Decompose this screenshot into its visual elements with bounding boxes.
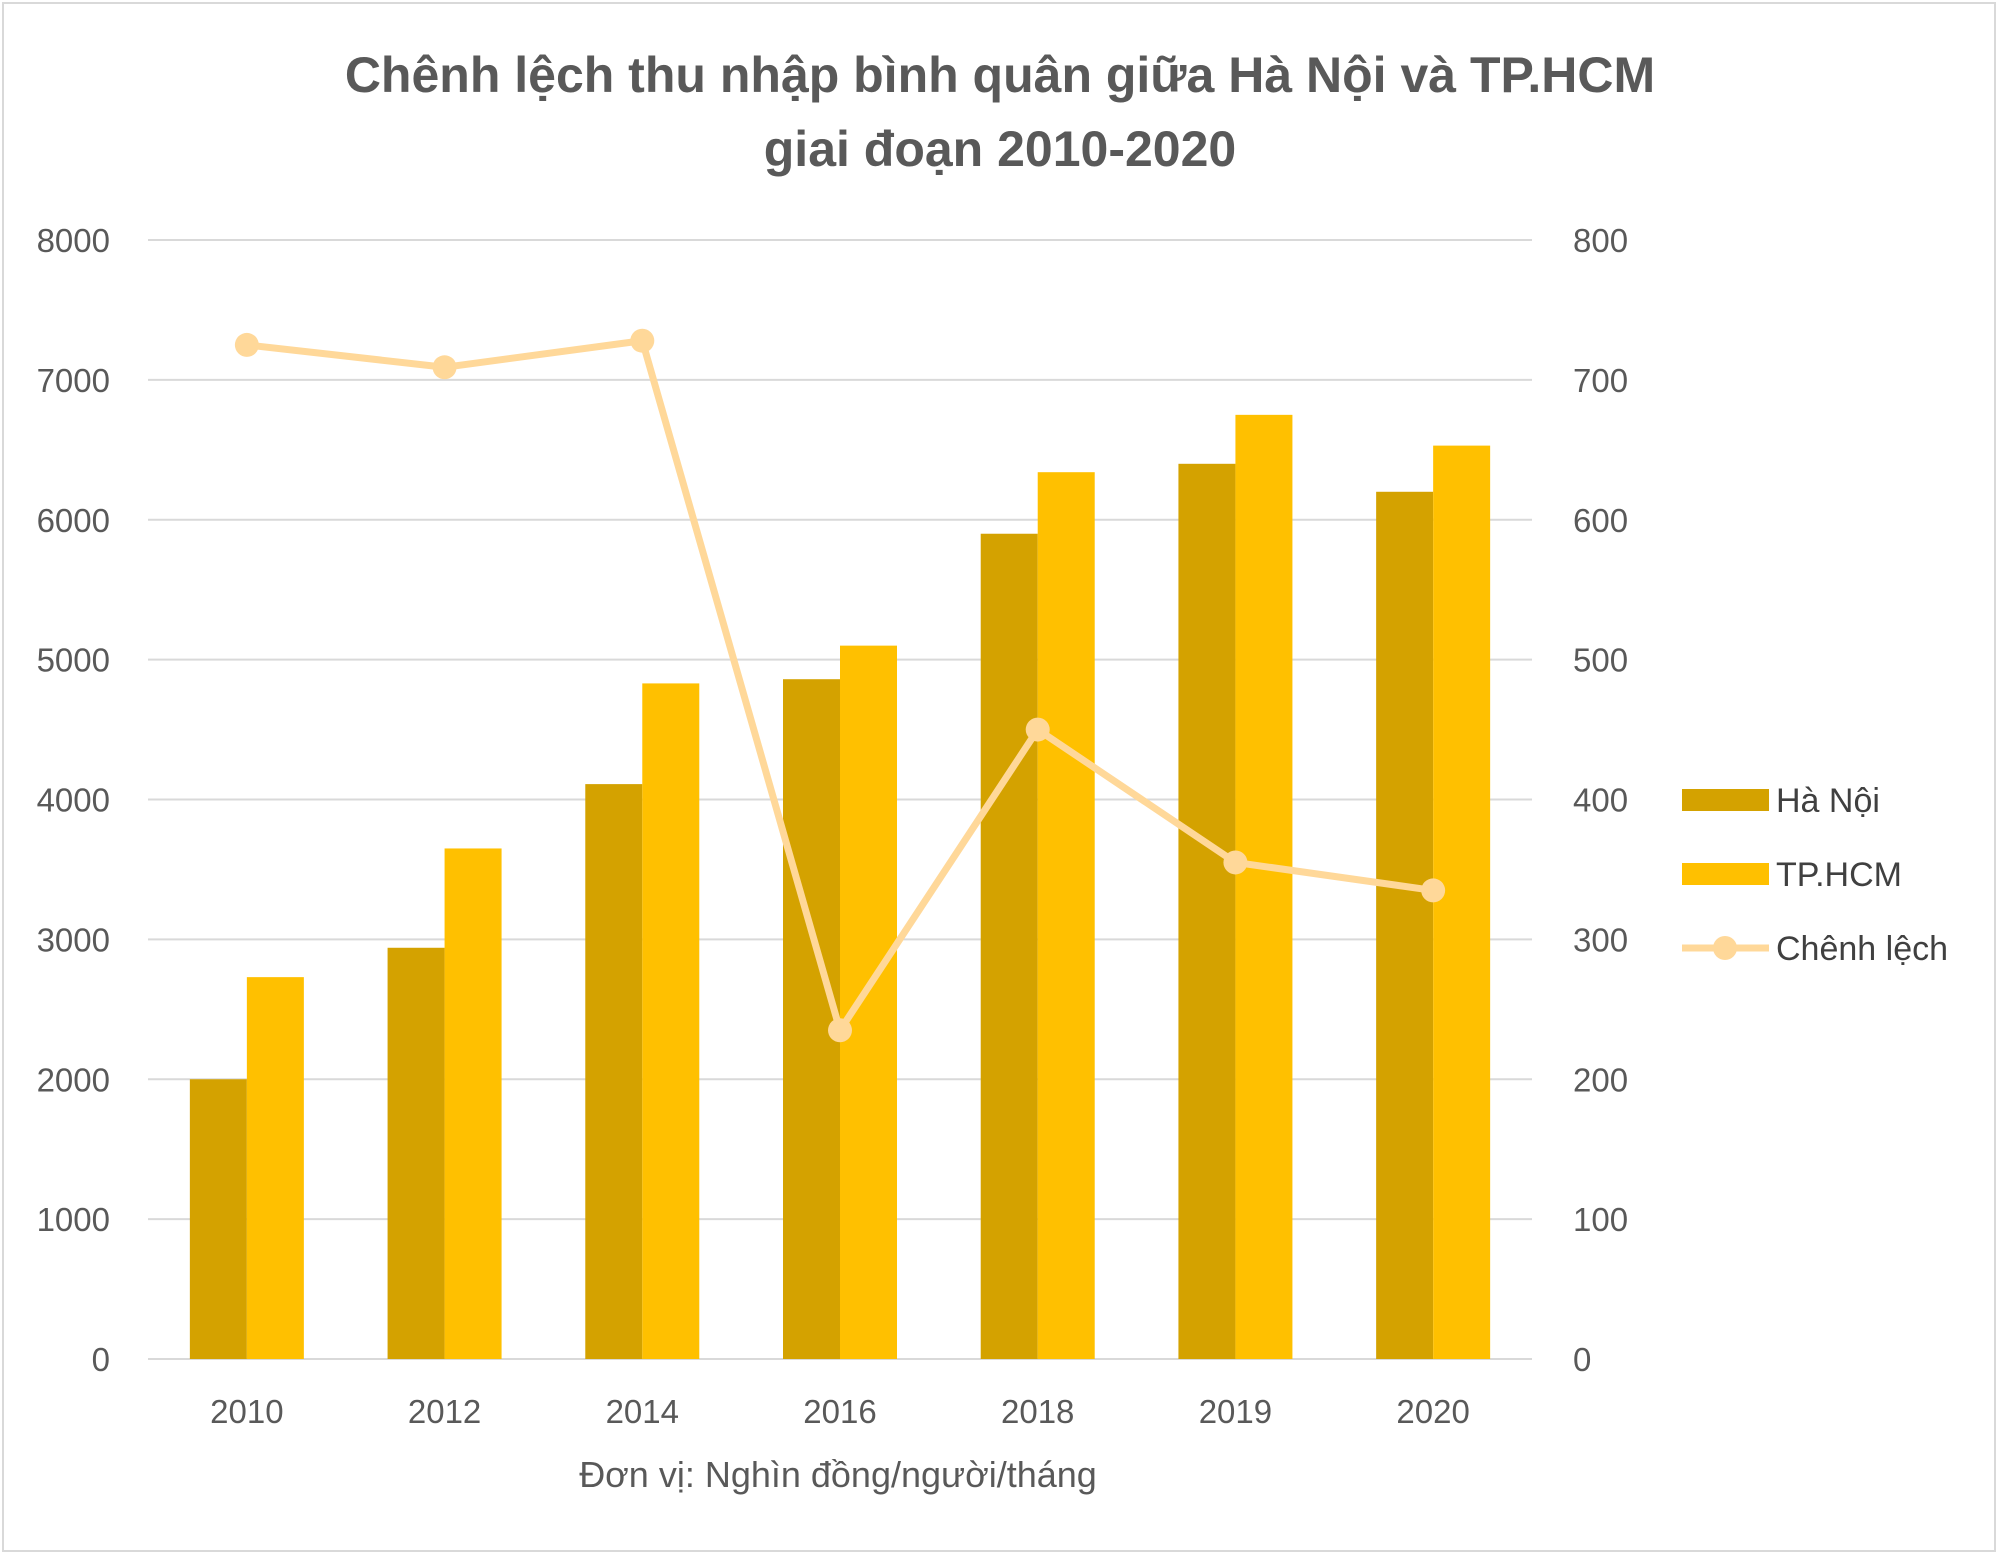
line-series: [234, 328, 1446, 1043]
bar-tphcm: [444, 848, 502, 1359]
bar-tphcm: [840, 645, 897, 1359]
line-point: [1421, 878, 1446, 903]
line-point: [1025, 717, 1050, 742]
x-axis-ticks: 2010 2012 2014 2016 2018 2019 2020: [210, 1393, 1470, 1430]
right-tick-label: 700: [1573, 362, 1628, 399]
line-point: [630, 328, 655, 353]
line-point: [234, 332, 259, 357]
x-tick-label: 2012: [408, 1393, 481, 1430]
right-tick-label: 100: [1573, 1201, 1628, 1238]
legend: Hà Nội TP.HCM Chênh lệch: [1682, 782, 1948, 968]
legend-label: Hà Nội: [1776, 782, 1880, 820]
right-tick-label: 800: [1573, 222, 1628, 259]
right-tick-label: 600: [1573, 502, 1628, 539]
chart-title-line-1: Chênh lệch thu nhập bình quân giữa Hà Nộ…: [345, 47, 1655, 103]
bar-hanoi: [783, 679, 840, 1359]
bar-hanoi: [387, 947, 445, 1359]
x-tick-label: 2016: [803, 1393, 876, 1430]
legend-swatch: [1682, 789, 1769, 811]
bar-hanoi: [585, 784, 643, 1359]
bar-tphcm: [642, 683, 700, 1359]
legend-label: TP.HCM: [1776, 856, 1902, 894]
x-tick-label: 2020: [1396, 1393, 1469, 1430]
line-point: [432, 355, 457, 380]
right-tick-label: 0: [1573, 1341, 1591, 1378]
line-point: [1223, 850, 1248, 875]
right-tick-label: 400: [1573, 782, 1628, 819]
right-tick-label: 500: [1573, 642, 1628, 679]
right-tick-label: 200: [1573, 1061, 1628, 1098]
bar-tphcm: [1433, 445, 1491, 1360]
left-tick-label: 2000: [37, 1061, 110, 1098]
right-tick-label: 300: [1573, 921, 1628, 958]
legend-marker: [1713, 936, 1737, 960]
bar-hanoi: [1178, 463, 1236, 1359]
bar-tphcm: [246, 977, 304, 1359]
left-tick-label: 1000: [37, 1201, 110, 1238]
bar-hanoi: [1376, 491, 1434, 1359]
left-tick-label: 5000: [37, 642, 110, 679]
legend-swatch: [1682, 863, 1769, 885]
bar-series: [189, 414, 1491, 1360]
chart-title-line-2: giai đoạn 2010-2020: [764, 121, 1236, 177]
bar-hanoi: [189, 1079, 247, 1359]
bar-tphcm: [1235, 414, 1293, 1359]
x-tick-label: 2018: [1001, 1393, 1074, 1430]
right-axis-ticks: 0 100 200 300 400 500 600 700 800: [1573, 222, 1628, 1378]
x-tick-label: 2019: [1199, 1393, 1272, 1430]
left-tick-label: 3000: [37, 921, 110, 958]
left-tick-label: 4000: [37, 782, 110, 819]
x-tick-label: 2010: [210, 1393, 283, 1430]
left-tick-label: 0: [92, 1341, 110, 1378]
left-tick-label: 7000: [37, 362, 110, 399]
bar-tphcm: [1037, 472, 1095, 1359]
legend-label: Chênh lệch: [1776, 930, 1948, 968]
left-tick-label: 8000: [37, 222, 110, 259]
bar-hanoi: [980, 533, 1038, 1359]
left-axis-ticks: 0 1000 2000 3000 4000 5000 6000 7000 8000: [37, 222, 110, 1378]
left-tick-label: 6000: [37, 502, 110, 539]
x-axis-label: Đơn vị: Nghìn đồng/người/tháng: [579, 1454, 1097, 1495]
x-tick-label: 2014: [606, 1393, 679, 1430]
line-point: [828, 1018, 852, 1043]
